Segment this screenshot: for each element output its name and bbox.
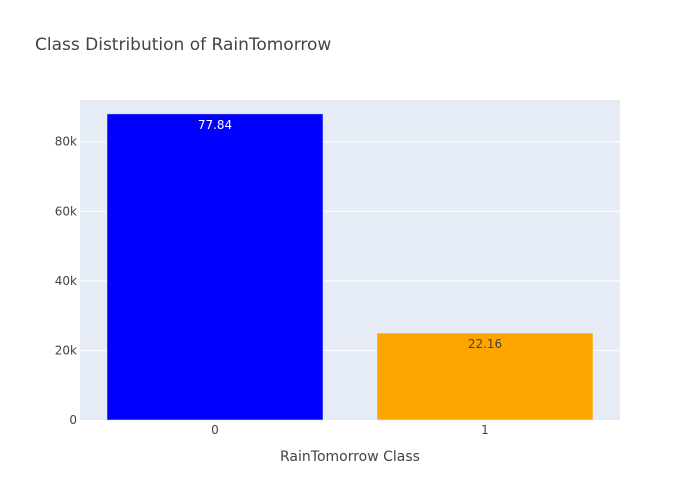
chart-title: Class Distribution of RainTomorrow — [35, 35, 331, 55]
y-tick-label: 20k — [55, 343, 77, 357]
x-tick-label: 0 — [211, 423, 219, 437]
y-tick-label: 0 — [69, 413, 77, 427]
x-tick-label: 1 — [481, 423, 489, 437]
bar-value-label: 22.16 — [468, 337, 502, 351]
y-tick-label: 40k — [55, 274, 77, 288]
y-axis-ticks: 0 20k 40k 60k 80k — [55, 135, 77, 427]
bar-value-label: 77.84 — [198, 118, 232, 132]
bar-labels: 77.84 22.16 — [198, 118, 502, 351]
bar-0 — [106, 113, 324, 421]
x-axis-title: RainTomorrow Class — [280, 449, 420, 465]
bars — [106, 113, 594, 421]
y-tick-label: 80k — [55, 135, 77, 149]
y-tick-label: 60k — [55, 204, 77, 218]
bar-1 — [376, 332, 594, 421]
